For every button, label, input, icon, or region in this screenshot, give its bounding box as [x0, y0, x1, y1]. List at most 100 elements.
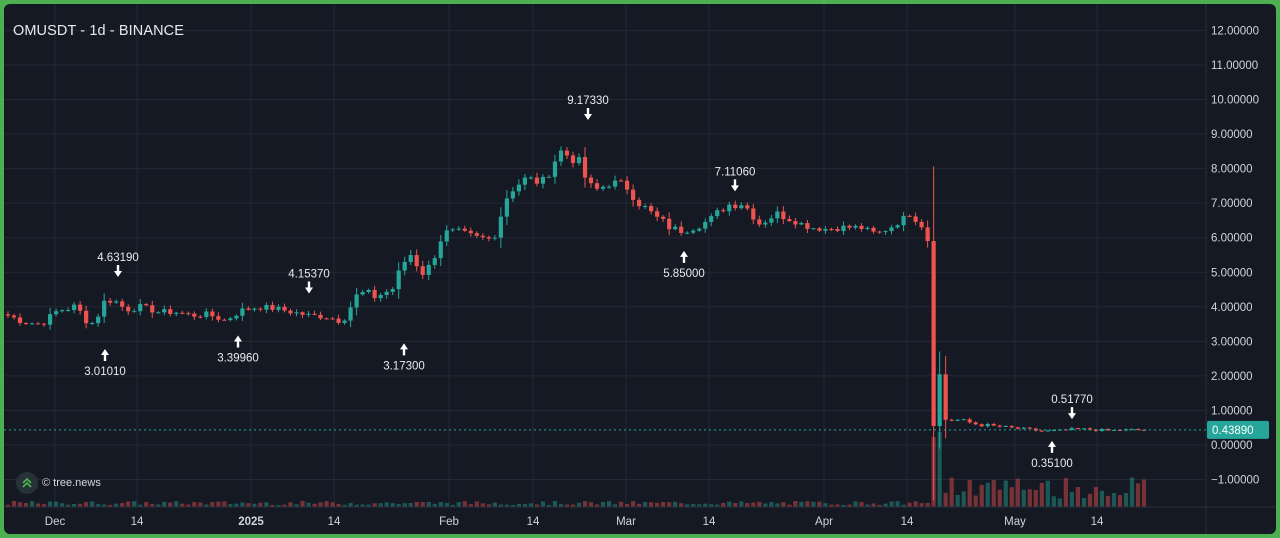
candle-body	[973, 422, 978, 425]
volume-bar	[17, 502, 23, 507]
candle-body	[528, 177, 534, 179]
candle-body	[979, 424, 984, 427]
volume-bar	[234, 503, 239, 507]
candle-body	[835, 229, 840, 231]
volume-bar	[102, 504, 107, 507]
volume-bar	[444, 503, 449, 507]
volume-bar	[799, 501, 804, 507]
volume-bar	[1075, 487, 1080, 507]
candle-body	[913, 216, 918, 222]
volume-bar	[426, 501, 431, 507]
candlestick-chart[interactable]: 4.63190 3.01010 3.39960 4.15370 3.17300 9.173…	[4, 4, 1276, 534]
volume-bar	[1027, 489, 1032, 507]
volume-bar	[138, 504, 143, 507]
candle-body	[522, 177, 528, 185]
volume-bar	[474, 501, 479, 507]
volume-bar	[318, 502, 323, 507]
candle-body	[594, 183, 600, 189]
volume-bar	[41, 504, 47, 507]
candle-body	[336, 318, 341, 323]
volume-bar	[715, 504, 720, 507]
volume-bar	[907, 502, 912, 507]
candle-body	[582, 157, 588, 178]
candle-body	[649, 205, 654, 212]
candle-body	[438, 241, 443, 259]
volume-bar	[528, 503, 534, 507]
volume-bar	[925, 503, 930, 507]
volume-bar	[114, 503, 119, 507]
volume-bar	[901, 504, 906, 507]
x-tick-label: 14	[328, 516, 341, 528]
volume-bar	[522, 504, 528, 507]
volume-bar	[29, 501, 35, 507]
candle-body	[366, 289, 371, 293]
candle-body	[492, 237, 497, 239]
volume-bar	[156, 504, 161, 507]
candle-body	[781, 211, 786, 220]
candle-body	[685, 232, 690, 234]
candle-body	[138, 304, 143, 312]
volume-bar	[979, 484, 984, 507]
volume-bar	[630, 501, 636, 507]
candle-body	[1105, 428, 1111, 431]
candle-body	[757, 219, 762, 225]
candle-body	[534, 177, 540, 184]
volume-bar	[504, 504, 509, 507]
volume-bar	[1039, 482, 1044, 507]
candle-body	[715, 210, 720, 217]
candle-body	[318, 314, 323, 319]
candle-body	[1009, 425, 1014, 428]
candle-body	[354, 294, 359, 308]
candle-body	[630, 189, 636, 200]
candles	[5, 146, 1147, 501]
volume-bar	[997, 489, 1002, 507]
candle-body	[1027, 427, 1032, 429]
volume-bar	[1003, 480, 1008, 507]
volume-bar	[450, 504, 455, 507]
volume-bar	[1117, 495, 1123, 507]
volume-bar	[576, 502, 582, 507]
volume-bar	[588, 502, 594, 507]
volume-bar	[841, 504, 846, 507]
candle-body	[41, 323, 47, 325]
volume-bar	[1129, 477, 1135, 507]
volume-bar	[288, 502, 293, 507]
candle-body	[234, 315, 239, 319]
candle-body	[53, 311, 59, 315]
volume-bar	[618, 501, 624, 507]
candle-body	[661, 216, 666, 219]
volume-bar	[703, 503, 708, 507]
volume-bar	[612, 504, 618, 507]
candle-body	[679, 226, 684, 233]
volume-bar	[1045, 480, 1050, 507]
candle-body	[294, 312, 299, 314]
candle-body	[1081, 428, 1086, 430]
volume-bar	[655, 502, 660, 507]
candle-body	[390, 289, 395, 292]
x-tick-label: 14	[131, 516, 144, 528]
candle-body	[378, 294, 383, 299]
volume-bar	[330, 502, 335, 507]
high-label: 4.63190	[97, 252, 139, 264]
candle-body	[883, 231, 888, 233]
y-tick-label: 7.00000	[1211, 198, 1253, 210]
y-tick-label: 6.00000	[1211, 233, 1253, 245]
volume-bar	[679, 503, 684, 507]
candle-body	[817, 228, 822, 231]
candle-body	[29, 323, 35, 325]
volume-bar	[402, 503, 407, 507]
candle-body	[552, 161, 558, 177]
volume-bar	[222, 501, 227, 507]
candle-body	[576, 157, 582, 164]
high-arrow-icon	[1068, 407, 1076, 420]
candle-body	[384, 291, 389, 295]
volume-bar	[276, 504, 281, 507]
low-arrow-icon	[1048, 440, 1056, 453]
y-tick-label: 9.00000	[1211, 129, 1253, 141]
volume-bar	[775, 503, 780, 507]
candle-body	[432, 258, 437, 265]
candle-body	[78, 304, 83, 311]
y-tick-label: 3.00000	[1211, 336, 1253, 348]
candle-body	[949, 419, 954, 421]
candle-body	[516, 184, 522, 192]
